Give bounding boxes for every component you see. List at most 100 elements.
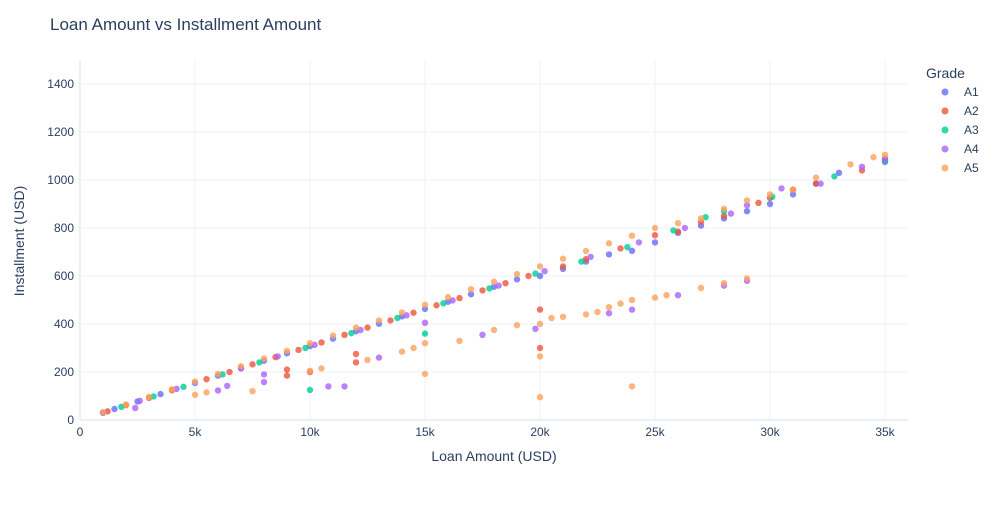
x-tick-label: 5k <box>189 425 203 439</box>
legend-marker <box>941 88 949 96</box>
data-point <box>449 297 456 304</box>
data-point <box>421 340 429 347</box>
data-point <box>605 310 613 317</box>
data-point <box>173 385 180 392</box>
data-point <box>628 232 636 239</box>
data-point <box>467 286 475 293</box>
data-point <box>831 173 838 180</box>
data-point <box>548 314 555 322</box>
grid-layer <box>79 60 908 421</box>
data-point <box>352 359 360 366</box>
data-point <box>283 372 291 379</box>
legend-item-A4[interactable]: A4 <box>941 142 980 156</box>
data-point <box>858 163 866 170</box>
data-point <box>697 215 705 222</box>
data-point <box>398 348 406 355</box>
y-tick-label: 400 <box>54 317 74 331</box>
legend-label: A5 <box>964 161 979 175</box>
y-tick-label: 1000 <box>47 173 74 187</box>
data-point <box>536 263 544 270</box>
data-point <box>387 317 394 324</box>
data-point <box>467 291 475 298</box>
data-point <box>628 306 636 313</box>
data-point <box>150 393 157 400</box>
legend-item-A2[interactable]: A2 <box>941 104 980 118</box>
data-point <box>306 340 314 347</box>
legend-item-A1[interactable]: A1 <box>941 85 980 99</box>
legend-title: Grade <box>926 65 965 81</box>
data-point <box>364 324 371 331</box>
data-point <box>145 393 153 401</box>
data-point <box>440 300 447 307</box>
data-point <box>99 409 107 416</box>
data-point <box>766 200 774 208</box>
data-point <box>812 180 820 187</box>
data-point <box>628 247 636 254</box>
data-point <box>870 154 877 161</box>
data-point <box>352 350 360 358</box>
data-point <box>260 371 268 378</box>
data-point <box>651 239 659 246</box>
data-point <box>578 258 585 265</box>
data-point <box>203 376 210 383</box>
data-point <box>617 300 624 307</box>
data-point <box>219 371 226 378</box>
data-point <box>651 232 659 239</box>
data-point <box>720 280 728 287</box>
data-point <box>348 329 355 337</box>
x-tick-label: 15k <box>415 425 435 439</box>
data-point <box>318 339 325 346</box>
data-point <box>260 355 268 362</box>
data-point <box>410 309 417 316</box>
data-point <box>421 330 429 337</box>
data-point <box>375 317 383 324</box>
data-point <box>628 296 636 304</box>
data-point <box>260 378 268 386</box>
data-point <box>766 191 774 198</box>
data-point <box>617 245 624 252</box>
data-point <box>674 220 682 227</box>
legend-item-A5[interactable]: A5 <box>941 161 980 175</box>
data-point <box>651 224 659 232</box>
y-tick-label: 1400 <box>47 77 74 91</box>
data-point <box>495 282 502 289</box>
data-point <box>727 210 735 217</box>
data-point <box>881 156 889 163</box>
data-point <box>536 306 544 313</box>
data-point <box>479 287 486 294</box>
data-point <box>605 240 613 247</box>
points-layer <box>99 151 889 416</box>
data-point <box>582 247 590 255</box>
data-point <box>594 308 601 316</box>
axes-layer: 0 5k 10k 15k 20k 25k 30k 35k 0 200 400 600 800 1000 12… <box>47 77 895 439</box>
legend: Grade A1 A2 A3 A4 A5 <box>926 65 979 175</box>
data-point <box>325 383 332 390</box>
data-point <box>778 185 785 192</box>
data-point <box>274 353 281 360</box>
data-point <box>180 383 187 391</box>
data-point <box>122 401 130 408</box>
data-point <box>306 367 314 374</box>
data-point <box>624 244 631 251</box>
data-point <box>302 344 309 352</box>
data-point <box>224 382 231 390</box>
data-point <box>743 197 751 204</box>
data-point <box>789 186 797 193</box>
data-point <box>132 404 139 412</box>
data-point <box>283 347 291 355</box>
data-point <box>375 354 383 361</box>
data-point <box>421 319 429 326</box>
data-point <box>559 313 567 320</box>
data-point <box>403 312 410 319</box>
legend-marker <box>941 126 949 134</box>
y-tick-label: 1200 <box>47 125 74 139</box>
data-point <box>532 325 539 332</box>
x-tick-label: 0 <box>77 425 84 439</box>
y-tick-label: 0 <box>67 413 74 427</box>
legend-label: A4 <box>964 142 979 156</box>
x-tick-label: 10k <box>300 425 320 439</box>
y-tick-label: 600 <box>54 269 74 283</box>
legend-item-A3[interactable]: A3 <box>941 123 980 137</box>
